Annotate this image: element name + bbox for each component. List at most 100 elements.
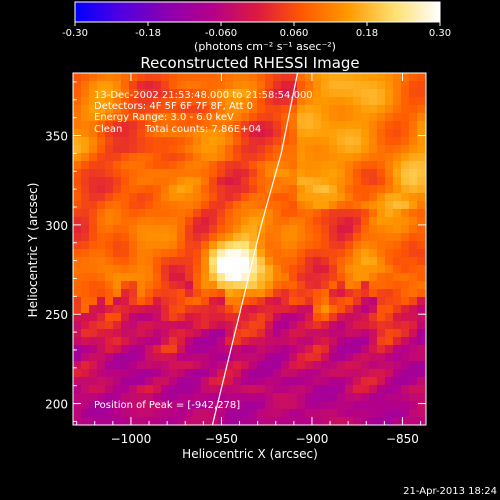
heatmap-cell: [329, 329, 338, 338]
heatmap-cell: [201, 249, 210, 258]
colorbar-tick-label: 0.30: [429, 28, 451, 39]
heatmap-cell: [89, 241, 98, 250]
heatmap-cell: [97, 369, 106, 378]
heatmap-cell: [137, 409, 146, 418]
heatmap-cell: [185, 225, 194, 234]
heatmap-cell: [137, 265, 146, 274]
heatmap-cell: [209, 225, 218, 234]
heatmap-cell: [337, 121, 346, 130]
heatmap-cell: [313, 201, 322, 210]
heatmap-cell: [289, 121, 298, 130]
heatmap-cell: [89, 345, 98, 354]
heatmap-cell: [337, 241, 346, 250]
heatmap-cell: [361, 361, 370, 370]
heatmap-cell: [377, 121, 386, 130]
heatmap-cell: [121, 257, 130, 266]
heatmap-cell: [145, 225, 154, 234]
heatmap-cell: [137, 217, 146, 226]
heatmap-cell: [177, 97, 186, 106]
heatmap-cell: [409, 345, 418, 354]
heatmap-cell: [377, 73, 386, 82]
heatmap-cell: [89, 385, 98, 394]
heatmap-cell: [185, 137, 194, 146]
heatmap-cell: [225, 297, 234, 306]
heatmap-cell: [233, 241, 242, 250]
heatmap-cell: [265, 393, 274, 402]
heatmap-cell: [121, 97, 130, 106]
heatmap-cell: [121, 313, 130, 322]
heatmap-cell: [377, 345, 386, 354]
heatmap-cell: [385, 97, 394, 106]
heatmap-cell: [129, 97, 138, 106]
heatmap-cell: [193, 313, 202, 322]
heatmap-cell: [321, 177, 330, 186]
heatmap-cell: [361, 385, 370, 394]
heatmap-cell: [257, 81, 266, 90]
heatmap-cell: [113, 225, 122, 234]
heatmap-cell: [153, 217, 162, 226]
heatmap-cell: [217, 289, 226, 298]
heatmap-cell: [321, 241, 330, 250]
heatmap-cell: [193, 401, 202, 410]
heatmap-cell: [169, 73, 178, 82]
heatmap-cell: [313, 81, 322, 90]
heatmap-cell: [169, 369, 178, 378]
heatmap-cell: [177, 369, 186, 378]
heatmap-cell: [73, 81, 82, 90]
heatmap-cell: [353, 369, 362, 378]
heatmap-cell: [281, 153, 290, 162]
heatmap-cell: [225, 153, 234, 162]
heatmap-cell: [305, 161, 314, 170]
heatmap-cell: [201, 89, 210, 98]
heatmap-cell: [313, 289, 322, 298]
heatmap-cell: [393, 401, 402, 410]
heatmap-cell: [337, 361, 346, 370]
heatmap-cell: [137, 377, 146, 386]
heatmap-cell: [89, 169, 98, 178]
heatmap-cell: [369, 401, 378, 410]
heatmap-cell: [177, 233, 186, 242]
heatmap-cell: [417, 305, 426, 314]
heatmap-cell: [369, 201, 378, 210]
heatmap-cell: [113, 161, 122, 170]
heatmap-cell: [353, 337, 362, 346]
heatmap-cell: [249, 233, 258, 242]
heatmap-cell: [329, 161, 338, 170]
heatmap-cell: [265, 209, 274, 218]
heatmap-cell: [169, 313, 178, 322]
heatmap-cell: [145, 305, 154, 314]
heatmap-cell: [281, 225, 290, 234]
heatmap-cell: [233, 329, 242, 338]
heatmap-cell: [297, 233, 306, 242]
heatmap-cell: [257, 217, 266, 226]
heatmap-cell: [281, 81, 290, 90]
heatmap-cell: [201, 169, 210, 178]
heatmap-cell: [193, 97, 202, 106]
heatmap-cell: [105, 161, 114, 170]
heatmap-cell: [249, 73, 258, 82]
heatmap-cell: [417, 281, 426, 290]
heatmap-cell: [113, 377, 122, 386]
heatmap-cell: [225, 201, 234, 210]
heatmap-cell: [393, 225, 402, 234]
heatmap-cell: [257, 177, 266, 186]
heatmap-cell: [177, 273, 186, 282]
heatmap-cell: [361, 233, 370, 242]
heatmap-cell: [209, 185, 218, 194]
heatmap-cell: [193, 193, 202, 202]
heatmap-cell: [73, 105, 82, 114]
heatmap-cell: [169, 401, 178, 410]
heatmap-cell: [281, 273, 290, 282]
heatmap-cell: [393, 185, 402, 194]
heatmap-cell: [337, 177, 346, 186]
heatmap-cell: [289, 113, 298, 122]
heatmap-cell: [201, 153, 210, 162]
heatmap-cell: [417, 401, 426, 410]
heatmap-cell: [97, 313, 106, 322]
heatmap-cell: [193, 345, 202, 354]
heatmap-cell: [361, 89, 370, 98]
heatmap-cell: [121, 153, 130, 162]
heatmap-cell: [361, 73, 370, 82]
heatmap-cell: [393, 113, 402, 122]
heatmap-cell: [321, 393, 330, 402]
